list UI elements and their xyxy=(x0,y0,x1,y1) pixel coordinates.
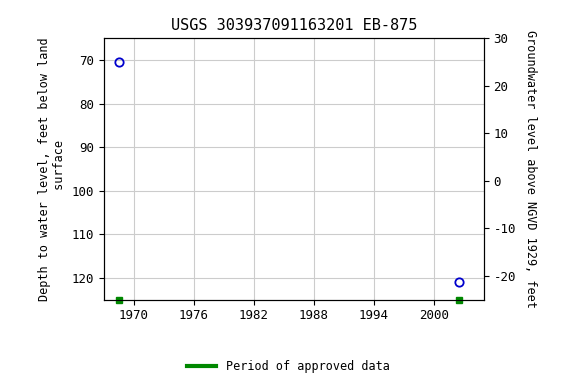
Legend: Period of approved data: Period of approved data xyxy=(182,356,394,378)
Title: USGS 303937091163201 EB-875: USGS 303937091163201 EB-875 xyxy=(170,18,417,33)
Y-axis label: Groundwater level above NGVD 1929, feet: Groundwater level above NGVD 1929, feet xyxy=(524,30,537,308)
Y-axis label: Depth to water level, feet below land
 surface: Depth to water level, feet below land su… xyxy=(38,37,66,301)
